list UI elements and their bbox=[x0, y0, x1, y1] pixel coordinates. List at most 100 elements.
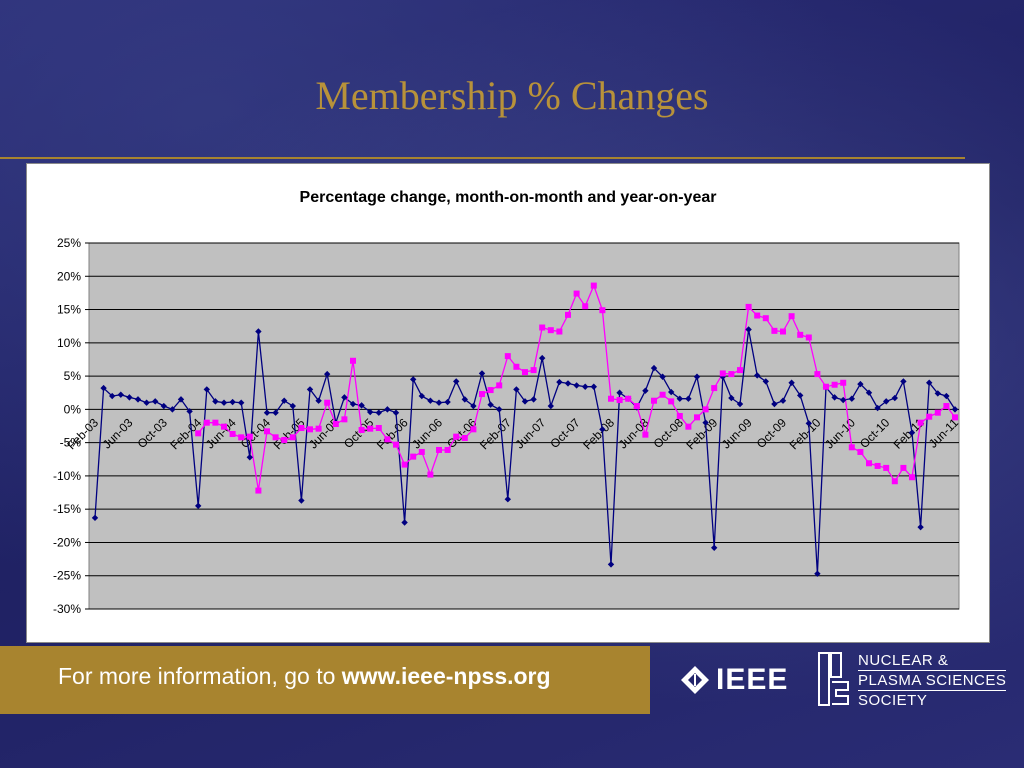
year-on-year-point bbox=[719, 370, 726, 377]
year-on-year-point bbox=[599, 307, 606, 314]
month-on-month-point bbox=[736, 400, 744, 408]
year-on-year-point bbox=[307, 426, 313, 433]
month-on-month-point bbox=[891, 394, 898, 402]
year-on-year-point bbox=[866, 460, 872, 467]
month-on-month-point bbox=[263, 409, 271, 416]
year-on-year-point bbox=[453, 433, 460, 440]
year-on-year-point bbox=[590, 282, 597, 289]
month-on-month-point bbox=[951, 406, 959, 413]
month-on-month-point bbox=[908, 429, 916, 436]
plot-area bbox=[88, 242, 960, 610]
year-on-year-point bbox=[840, 379, 847, 386]
year-on-year-point bbox=[195, 430, 202, 437]
y-tick-label: -15% bbox=[53, 502, 81, 516]
chart-panel: Percentage change, month-on-month and ye… bbox=[26, 163, 990, 643]
month-on-month-point bbox=[177, 396, 185, 403]
year-on-year-point bbox=[367, 425, 374, 432]
year-on-year-point bbox=[909, 474, 915, 481]
y-tick-label: 5% bbox=[64, 369, 82, 383]
month-on-month-point bbox=[367, 408, 374, 416]
series-points bbox=[91, 282, 959, 577]
year-on-year-point bbox=[513, 363, 520, 370]
month-on-month-point bbox=[212, 398, 219, 405]
month-on-month-point bbox=[547, 402, 554, 410]
month-on-month-point bbox=[444, 398, 451, 406]
year-on-year-point bbox=[530, 367, 537, 374]
year-on-year-point bbox=[642, 431, 649, 438]
month-on-month-point bbox=[435, 399, 443, 406]
footer-url-link[interactable]: www.ieee-npss.org bbox=[341, 663, 551, 689]
month-on-month-point bbox=[220, 399, 228, 406]
year-on-year-point bbox=[771, 327, 778, 334]
y-tick-label: 0% bbox=[64, 402, 82, 416]
year-on-year-point bbox=[504, 353, 511, 360]
year-on-year-point bbox=[797, 331, 804, 338]
year-on-year-point bbox=[470, 426, 477, 433]
month-on-month-point bbox=[126, 394, 133, 401]
year-on-year-point bbox=[487, 387, 494, 394]
year-on-year-point bbox=[203, 419, 210, 426]
month-on-month-point bbox=[229, 398, 236, 406]
month-on-month-point bbox=[152, 398, 159, 405]
year-on-year-point bbox=[694, 414, 700, 421]
month-on-month-point bbox=[797, 392, 804, 399]
y-axis-tick-labels: 25% 20% 15% 10% 5% 0% -5% -10% -15% -20% -25% -30% bbox=[53, 236, 89, 616]
year-on-year-point bbox=[298, 424, 305, 431]
year-on-year-point bbox=[814, 371, 821, 378]
month-on-month-point bbox=[573, 382, 580, 389]
chart-title: Percentage change, month-on-month and ye… bbox=[300, 189, 717, 206]
month-on-month-point bbox=[564, 380, 572, 387]
month-on-month-point bbox=[840, 396, 847, 404]
year-on-year-point bbox=[556, 328, 563, 335]
ieee-diamond-icon bbox=[681, 666, 709, 694]
year-on-year-point bbox=[565, 311, 571, 318]
year-on-year-point bbox=[702, 406, 709, 413]
month-on-month-point bbox=[358, 402, 365, 409]
month-on-month-point bbox=[470, 402, 477, 410]
month-on-month-point bbox=[607, 561, 615, 568]
month-on-month-point bbox=[246, 454, 253, 461]
year-on-year-point bbox=[427, 471, 434, 478]
year-on-year-point bbox=[401, 461, 408, 468]
year-on-year-point bbox=[264, 428, 270, 435]
month-on-month-point bbox=[238, 399, 245, 406]
month-on-month-point bbox=[427, 397, 434, 404]
month-on-month-point bbox=[487, 401, 494, 408]
month-on-month-point bbox=[857, 380, 864, 388]
y-tick-label: -30% bbox=[53, 602, 81, 616]
year-on-year-point bbox=[900, 464, 907, 471]
year-on-year-point bbox=[539, 324, 546, 331]
year-on-year-point bbox=[384, 436, 391, 443]
year-on-year-point bbox=[883, 464, 890, 471]
month-on-month-point bbox=[719, 373, 726, 380]
npss-monogram-icon bbox=[818, 652, 849, 706]
month-on-month-point bbox=[693, 373, 701, 380]
month-on-month-point bbox=[530, 396, 537, 403]
month-on-month-point bbox=[306, 386, 314, 393]
year-on-year-point bbox=[393, 441, 399, 448]
month-on-month-point bbox=[771, 400, 778, 408]
month-on-month-point bbox=[590, 383, 597, 390]
year-on-year-point bbox=[608, 395, 614, 402]
month-on-month-point bbox=[805, 420, 812, 427]
month-on-month-point bbox=[728, 394, 735, 402]
year-on-year-point bbox=[952, 414, 958, 421]
month-on-month-point bbox=[272, 409, 279, 416]
month-on-month-point bbox=[169, 406, 176, 413]
month-on-month-point bbox=[203, 386, 210, 393]
year-on-year-point bbox=[745, 303, 752, 310]
month-on-month-point bbox=[289, 402, 296, 410]
year-on-year-point bbox=[461, 434, 468, 441]
month-on-month-point bbox=[650, 364, 658, 372]
month-on-month-point bbox=[685, 395, 692, 402]
month-on-month-point bbox=[281, 397, 288, 404]
y-tick-label: -5% bbox=[60, 436, 82, 450]
year-on-year-point bbox=[444, 446, 451, 453]
year-on-year-point bbox=[616, 397, 623, 404]
year-on-year-point bbox=[221, 423, 227, 430]
month-on-month-point bbox=[582, 383, 589, 390]
ieee-logo: IEEE bbox=[680, 660, 788, 700]
month-on-month-point bbox=[539, 354, 546, 362]
year-on-year-point bbox=[728, 371, 735, 378]
month-on-month-point bbox=[702, 419, 709, 426]
